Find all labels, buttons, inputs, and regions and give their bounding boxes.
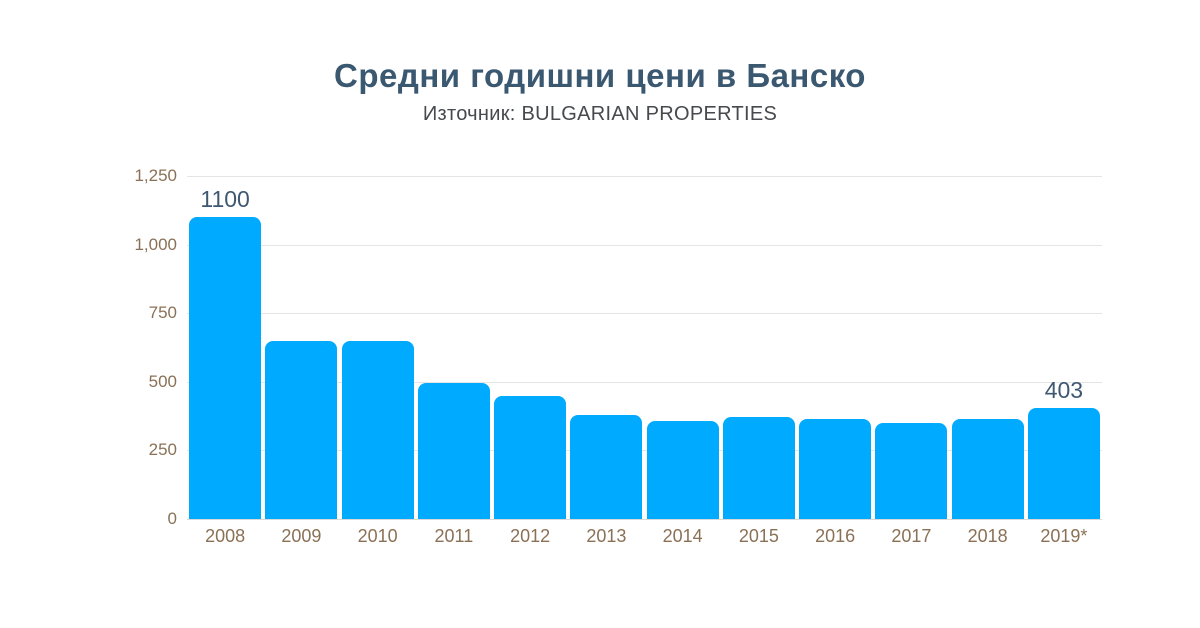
bar-2015 xyxy=(722,417,795,519)
bar-chart-plot: 0 250 500 750 1,000 1,250 2008 1100 2009 2010 2011… xyxy=(134,166,1102,546)
bar-2017 xyxy=(875,423,948,519)
x-axis-tick-label-2011: 2011 xyxy=(434,526,474,546)
y-axis-tick-label: 0 xyxy=(167,509,177,528)
x-axis-tick-label-2010: 2010 xyxy=(357,526,398,546)
y-axis-tick-label: 500 xyxy=(148,371,177,391)
bar-2010 xyxy=(341,340,414,519)
x-axis-tick-label-2014: 2014 xyxy=(662,526,703,546)
bar-2012 xyxy=(494,395,567,519)
gridline-y-1000 xyxy=(187,244,1102,246)
bar-2013 xyxy=(570,414,643,519)
gridline-y-750 xyxy=(187,313,1102,315)
y-axis-tick-label: 750 xyxy=(148,303,177,323)
gridline-y-1250 xyxy=(187,176,1102,177)
bar-2019* xyxy=(1027,408,1100,519)
value-label-2008: 1100 xyxy=(200,186,250,213)
y-axis-tick-label: 250 xyxy=(148,440,177,460)
chart-source-subtitle: Източник: BULGARIAN PROPERTIES xyxy=(422,103,778,125)
value-label-2019*: 403 xyxy=(1044,377,1084,404)
bar-2014 xyxy=(646,421,719,519)
x-axis-tick-label-2019*: 2019* xyxy=(1040,526,1088,546)
x-axis-tick-label-2013: 2013 xyxy=(586,526,627,546)
chart-title: Средни годишни цени в Банско xyxy=(334,57,866,94)
gridline-y-0 xyxy=(187,519,1102,520)
gridline-y-250 xyxy=(187,450,1102,452)
gridline-y-500 xyxy=(187,381,1102,383)
bar-2018 xyxy=(951,419,1024,519)
x-axis-tick-label-2009: 2009 xyxy=(281,526,322,546)
bar-2009 xyxy=(265,340,338,519)
x-axis-tick-label-2012: 2012 xyxy=(510,526,551,546)
x-axis-tick-label-2016: 2016 xyxy=(815,526,856,546)
x-axis-tick-label-2017: 2017 xyxy=(891,526,932,546)
y-axis-tick-label: 1,250 xyxy=(134,166,177,185)
y-axis-tick-label: 1,000 xyxy=(134,234,177,254)
bar-2008 xyxy=(189,217,262,519)
x-axis-tick-label-2018: 2018 xyxy=(967,526,1008,546)
x-axis-tick-label-2008: 2008 xyxy=(205,526,246,546)
x-axis-tick-label-2015: 2015 xyxy=(738,526,779,546)
bar-2016 xyxy=(799,418,872,519)
bar-2011 xyxy=(417,382,490,519)
chart-header: Средни годишни цени в Банско Източник: B… xyxy=(0,57,1200,126)
